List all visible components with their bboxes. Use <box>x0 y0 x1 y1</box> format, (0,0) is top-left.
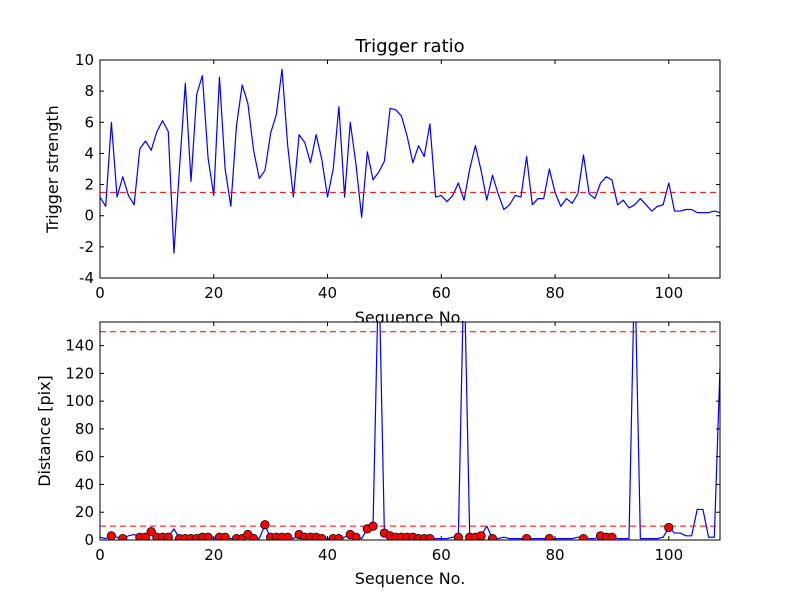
y-ticks-top: -4 -2 0 2 4 6 8 10 <box>75 51 720 287</box>
threshold-group-bottom <box>100 331 720 527</box>
marker-point <box>664 522 674 533</box>
marker-point <box>578 534 589 540</box>
marker-point <box>317 534 327 540</box>
y-axis-label-bottom: Distance [pix] <box>35 375 54 487</box>
y-tick-label: 6 <box>84 113 94 131</box>
x-ticks-top: 0 20 40 60 80 100 <box>95 60 683 302</box>
x-tick-label: 40 <box>318 546 337 564</box>
plot-area-bottom <box>100 322 720 540</box>
marker-point <box>118 534 128 540</box>
y-tick-label: 80 <box>75 420 94 438</box>
marker-point <box>425 534 435 540</box>
y-tick-label: 0 <box>84 207 94 225</box>
x-tick-label: 60 <box>432 284 451 302</box>
plot-area-top <box>100 60 720 278</box>
marker-point <box>203 532 213 540</box>
x-tick-label: 40 <box>318 284 337 302</box>
y-tick-label: 4 <box>84 144 94 162</box>
marker-point <box>220 532 230 540</box>
marker-point <box>487 534 498 540</box>
y-tick-label: -4 <box>79 269 94 287</box>
y-tick-label: 8 <box>84 82 94 100</box>
axes-frame-top <box>99 59 721 279</box>
marker-point <box>260 520 270 530</box>
x-tick-label: 80 <box>545 546 564 564</box>
marker-point <box>163 532 173 540</box>
series-line-top-0 <box>100 68 720 254</box>
x-ticks-bottom: 0 20 40 60 80 100 <box>95 322 683 564</box>
series-group-top <box>100 68 720 254</box>
y-tick-label: 120 <box>65 364 94 382</box>
y-tick-label: 60 <box>75 448 94 466</box>
x-tick-label: 60 <box>432 546 451 564</box>
marker-point <box>476 531 486 540</box>
y-tick-label: -2 <box>79 238 94 256</box>
x-tick-label: 100 <box>654 546 683 564</box>
marker-point <box>140 532 151 540</box>
x-axis-label-bottom: Sequence No. <box>355 569 466 588</box>
y-tick-label: 20 <box>75 503 94 521</box>
marker-point <box>351 532 361 540</box>
marker-group-bottom <box>106 520 674 540</box>
marker-point <box>146 527 156 537</box>
y-tick-label: 140 <box>65 337 94 355</box>
marker-point <box>334 534 344 540</box>
y-ticks-bottom: 0 20 40 60 80 100 120 140 <box>65 337 720 549</box>
y-tick-label: 100 <box>65 392 94 410</box>
y-tick-label: 40 <box>75 475 94 493</box>
x-tick-label: 20 <box>204 546 223 564</box>
x-tick-label: 80 <box>545 284 564 302</box>
marker-point <box>453 532 463 540</box>
panel-distance: 0 20 40 60 80 100 0 20 40 60 80 100 120 140 Sequence… <box>35 321 721 588</box>
chart-title: Trigger ratio <box>354 36 464 57</box>
y-tick-label: 10 <box>75 51 94 69</box>
marker-point <box>607 532 617 540</box>
marker-point <box>544 534 554 540</box>
marker-point <box>248 534 259 540</box>
y-axis-label-top: Trigger strength <box>43 105 62 234</box>
y-tick-label: 0 <box>84 531 94 549</box>
marker-point <box>368 521 378 531</box>
marker-point <box>522 534 532 540</box>
marker-point <box>106 531 116 540</box>
x-tick-label: 0 <box>95 546 105 564</box>
x-tick-label: 20 <box>204 284 223 302</box>
marker-point <box>283 532 293 540</box>
x-tick-label: 100 <box>654 284 683 302</box>
axes-frame-bottom <box>99 321 721 541</box>
y-tick-label: 2 <box>84 176 94 194</box>
x-tick-label: 0 <box>95 284 105 302</box>
